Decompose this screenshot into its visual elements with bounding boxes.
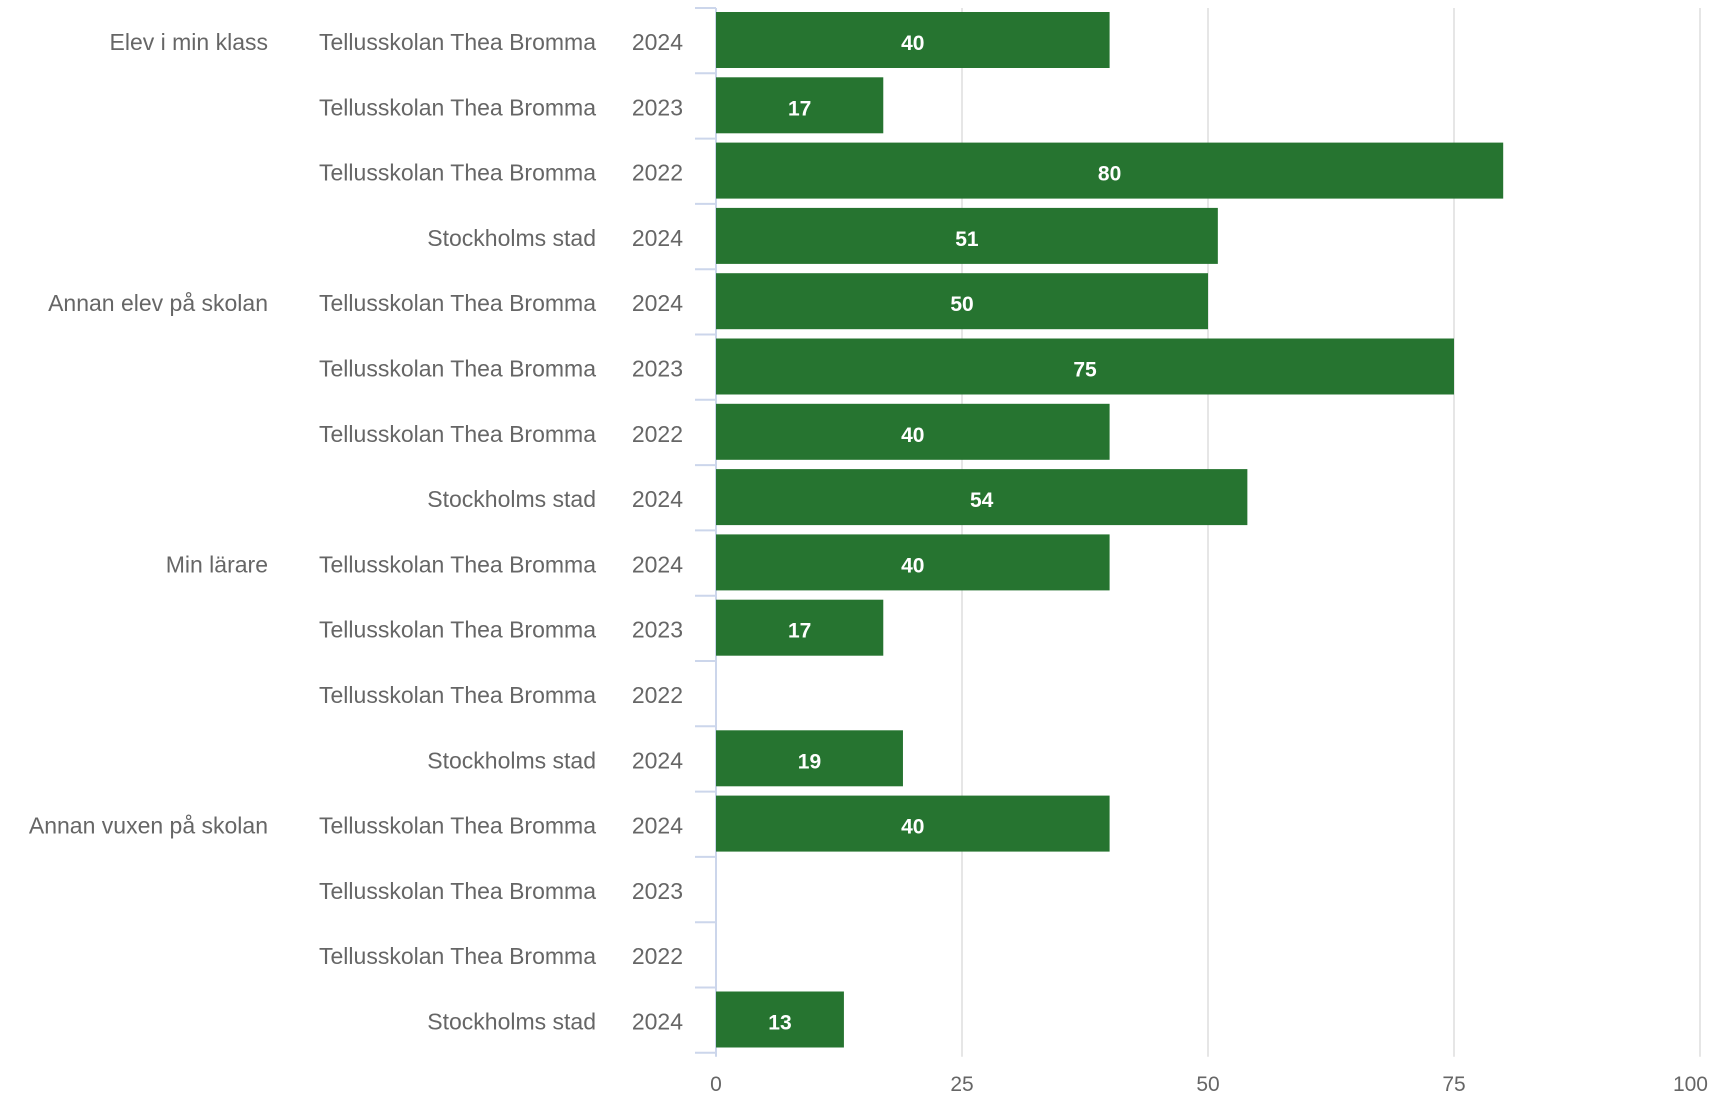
bar-value-label: 54: [970, 489, 994, 512]
bar: [716, 730, 903, 787]
group-label: Annan elev på skolan: [48, 290, 268, 316]
bar-value-label: 40: [901, 32, 924, 55]
category-axis: [695, 7, 717, 1057]
year-label: 2023: [632, 878, 683, 904]
x-tick-label: 75: [1442, 1073, 1465, 1096]
bar: [716, 77, 884, 134]
bar: [716, 338, 1454, 395]
bar-value-label: 13: [768, 1012, 791, 1035]
bar-value-label: 75: [1073, 359, 1097, 382]
school-label: Tellusskolan Thea Bromma: [319, 617, 596, 643]
year-label: 2022: [632, 943, 683, 969]
school-label: Tellusskolan Thea Bromma: [319, 943, 596, 969]
bar: [716, 207, 1218, 264]
school-label: Tellusskolan Thea Bromma: [319, 160, 596, 186]
x-tick-label: 25: [950, 1073, 973, 1096]
bar-value-label: 40: [901, 424, 924, 447]
bar: [716, 142, 1504, 199]
year-label: 2023: [632, 94, 683, 120]
bar: [716, 991, 844, 1048]
bar-value-label: 80: [1098, 163, 1121, 186]
year-label: 2024: [632, 747, 683, 773]
school-label: Tellusskolan Thea Bromma: [319, 290, 596, 316]
school-label: Tellusskolan Thea Bromma: [319, 813, 596, 839]
bar-value-label: 50: [950, 293, 973, 316]
school-label: Stockholms stad: [427, 225, 596, 251]
school-label: Stockholms stad: [427, 486, 596, 512]
group-label: Annan vuxen på skolan: [29, 813, 268, 839]
year-label: 2024: [632, 29, 683, 55]
year-label: 2022: [632, 682, 683, 708]
group-label: Elev i min klass: [110, 29, 268, 55]
x-tick-label: 0: [710, 1073, 722, 1096]
bars: 40 17 80 51 50 75 40 54 40 17 19 40 13: [716, 12, 1504, 1048]
year-label: 2024: [632, 486, 683, 512]
bar-value-label: 51: [955, 228, 979, 251]
bar: [716, 599, 884, 656]
year-label: 2024: [632, 813, 683, 839]
school-label: Stockholms stad: [427, 747, 596, 773]
school-label: Tellusskolan Thea Bromma: [319, 878, 596, 904]
x-tick-label: 100: [1673, 1073, 1708, 1096]
bar: [716, 534, 1110, 591]
school-label: Tellusskolan Thea Bromma: [319, 29, 596, 55]
bar-value-label: 17: [788, 620, 811, 643]
group-label: Min lärare: [166, 551, 268, 577]
year-label: 2024: [632, 290, 683, 316]
year-label: 2023: [632, 356, 683, 382]
category-labels: Elev i min klass Tellusskolan Thea Bromma…: [29, 29, 683, 1035]
bar: [716, 469, 1248, 526]
x-tick-label: 50: [1196, 1073, 1219, 1096]
year-label: 2024: [632, 225, 683, 251]
x-axis-ticks: 0 25 50 75 100: [710, 1073, 1708, 1096]
year-label: 2022: [632, 421, 683, 447]
school-label: Tellusskolan Thea Bromma: [319, 421, 596, 447]
bar-value-label: 17: [788, 97, 811, 120]
school-label: Stockholms stad: [427, 1009, 596, 1035]
bar: [716, 403, 1110, 460]
school-label: Tellusskolan Thea Bromma: [319, 356, 596, 382]
school-label: Tellusskolan Thea Bromma: [319, 682, 596, 708]
school-label: Tellusskolan Thea Bromma: [319, 551, 596, 577]
school-label: Tellusskolan Thea Bromma: [319, 94, 596, 120]
year-label: 2024: [632, 1009, 683, 1035]
bar: [716, 795, 1110, 852]
bar-value-label: 40: [901, 554, 924, 577]
bar-value-label: 19: [798, 750, 821, 773]
year-label: 2023: [632, 617, 683, 643]
year-label: 2022: [632, 160, 683, 186]
bar: [716, 12, 1110, 68]
bar: [716, 273, 1208, 330]
bar-value-label: 40: [901, 816, 924, 839]
year-label: 2024: [632, 551, 683, 577]
